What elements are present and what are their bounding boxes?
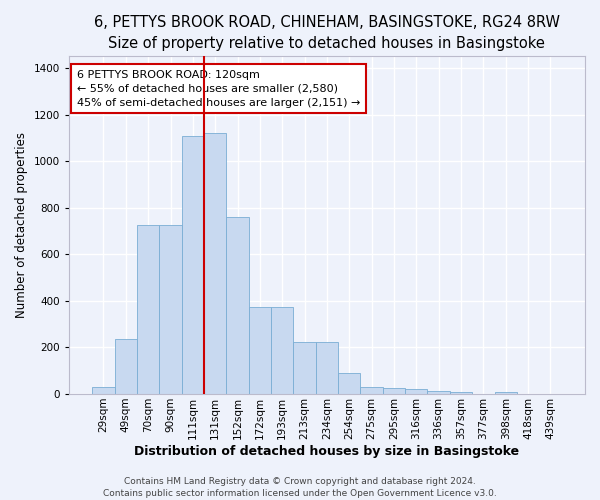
- Bar: [450, 392, 472, 394]
- Bar: [204, 133, 226, 394]
- Bar: [226, 217, 249, 394]
- Bar: [405, 390, 427, 394]
- Bar: [427, 390, 450, 394]
- X-axis label: Distribution of detached houses by size in Basingstoke: Distribution of detached houses by size …: [134, 444, 520, 458]
- Bar: [271, 306, 293, 394]
- Bar: [494, 392, 517, 394]
- Bar: [316, 342, 338, 394]
- Bar: [361, 387, 383, 394]
- Bar: [249, 306, 271, 394]
- Bar: [115, 340, 137, 394]
- Bar: [182, 136, 204, 394]
- Title: 6, PETTYS BROOK ROAD, CHINEHAM, BASINGSTOKE, RG24 8RW
Size of property relative : 6, PETTYS BROOK ROAD, CHINEHAM, BASINGST…: [94, 15, 560, 51]
- Y-axis label: Number of detached properties: Number of detached properties: [15, 132, 28, 318]
- Bar: [383, 388, 405, 394]
- Bar: [293, 342, 316, 394]
- Bar: [338, 373, 361, 394]
- Bar: [137, 225, 160, 394]
- Bar: [160, 225, 182, 394]
- Text: 6 PETTYS BROOK ROAD: 120sqm
← 55% of detached houses are smaller (2,580)
45% of : 6 PETTYS BROOK ROAD: 120sqm ← 55% of det…: [77, 70, 360, 108]
- Text: Contains HM Land Registry data © Crown copyright and database right 2024.
Contai: Contains HM Land Registry data © Crown c…: [103, 476, 497, 498]
- Bar: [92, 387, 115, 394]
